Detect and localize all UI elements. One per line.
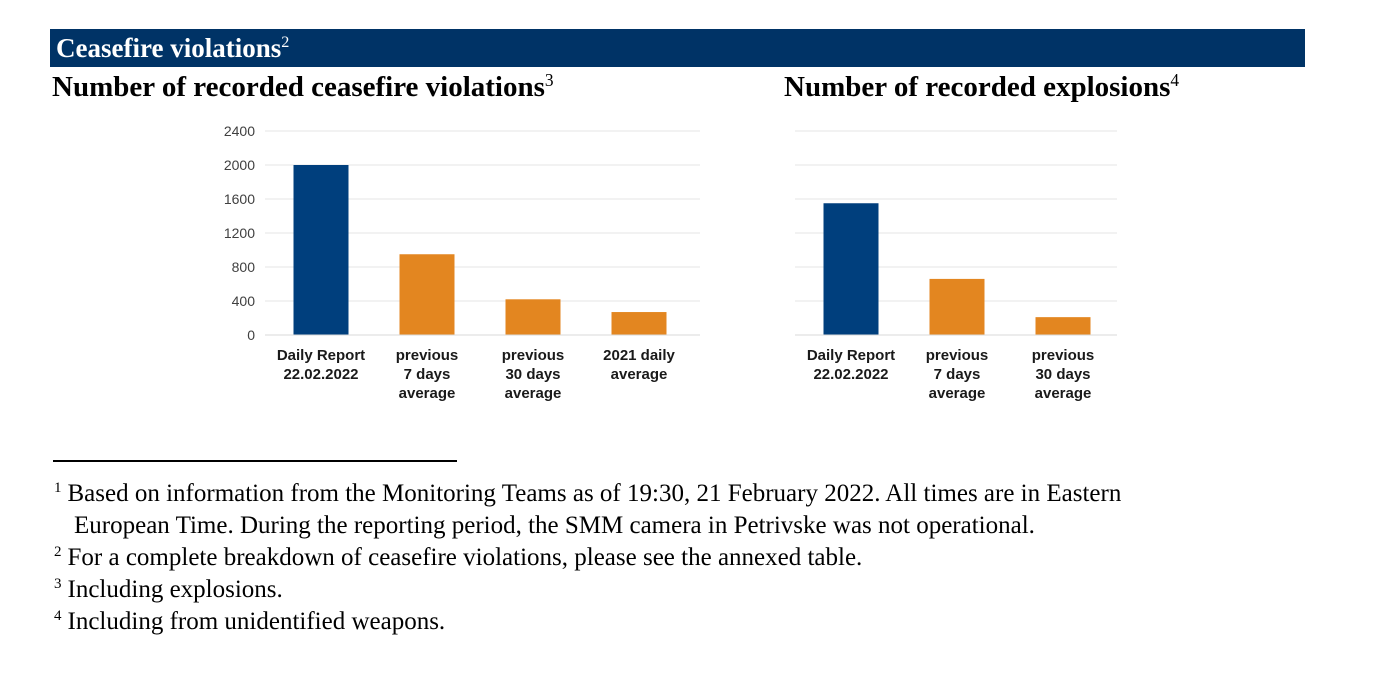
section-title-footnote-ref: 2 bbox=[281, 33, 290, 51]
chart-2-category-label-3: previous 30 days average bbox=[1032, 347, 1095, 402]
chart-1-footnote-ref: 3 bbox=[544, 70, 554, 90]
footnote-1-text-line-2: European Time. During the reporting peri… bbox=[74, 512, 1035, 539]
footnote-3-number: 3 bbox=[54, 576, 62, 592]
footnote-1-number: 1 bbox=[54, 480, 62, 496]
chart-2-bar-3 bbox=[1035, 317, 1091, 335]
chart-1-category-label-1: Daily Report 22.02.2022 bbox=[277, 347, 365, 383]
chart-1-bar-3 bbox=[505, 299, 561, 335]
footnote-4-number: 4 bbox=[54, 608, 62, 624]
chart-1-ytick-label-4: 1600 bbox=[224, 191, 255, 207]
chart-2-bar-1 bbox=[823, 203, 879, 335]
chart-1-category-label-3: previous 30 days average bbox=[502, 347, 565, 402]
footnote-1: 1 Based on information from the Monitorin… bbox=[54, 478, 1324, 542]
footnote-2-text: For a complete breakdown of ceasefire vi… bbox=[67, 544, 863, 571]
section-banner: Ceasefire violations2 bbox=[50, 29, 1305, 67]
chart-2-subtitle: Number of recorded explosions4 bbox=[784, 70, 1179, 104]
chart-1-bar-4 bbox=[611, 312, 667, 335]
chart-1-ytick-label-5: 2000 bbox=[224, 157, 255, 173]
chart-1-bar-1 bbox=[293, 165, 349, 335]
footnote-separator bbox=[53, 460, 457, 462]
footnote-4: 4 Including from unidentified weapons. bbox=[54, 606, 1324, 638]
chart-1-bar-2 bbox=[399, 254, 455, 335]
chart-2-subtitle-text: Number of recorded explosions bbox=[784, 71, 1171, 103]
chart-2-category-label-2: previous 7 days average bbox=[926, 347, 989, 402]
footnotes: 1 Based on information from the Monitorin… bbox=[54, 478, 1324, 638]
footnote-2: 2 For a complete breakdown of ceasefire v… bbox=[54, 542, 1324, 574]
chart-2-footnote-ref: 4 bbox=[1170, 70, 1180, 90]
footnote-3: 3 Including explosions. bbox=[54, 574, 1324, 606]
bar-charts: 0 400 800 1200 1600 2000 2400 Daily Report 22.02… bbox=[224, 123, 1117, 402]
chart-2-bar-2 bbox=[929, 278, 985, 335]
section-title: Ceasefire violations bbox=[56, 33, 282, 63]
chart-1-category-label-2: previous 7 days average bbox=[396, 347, 459, 402]
chart-1-subtitle-text: Number of recorded ceasefire violations bbox=[52, 71, 545, 103]
chart-1-category-label-4: 2021 daily average bbox=[603, 347, 675, 383]
footnote-1-text-line-1: Based on information from the Monitoring… bbox=[67, 480, 1122, 507]
footnote-4-text: Including from unidentified weapons. bbox=[67, 608, 446, 635]
chart-1-subtitle: Number of recorded ceasefire violations3 bbox=[52, 70, 554, 104]
chart-2-category-label-1: Daily Report 22.02.2022 bbox=[807, 347, 895, 383]
chart-1-ytick-label-2: 800 bbox=[232, 259, 256, 275]
chart-1-ytick-label-3: 1200 bbox=[224, 225, 255, 241]
footnote-3-text: Including explosions. bbox=[67, 576, 283, 603]
footnote-2-number: 2 bbox=[54, 544, 62, 560]
chart-1-ytick-label-1: 400 bbox=[232, 293, 256, 309]
chart-1-ytick-label-0: 0 bbox=[247, 327, 255, 343]
chart-1-ytick-label-6: 2400 bbox=[224, 123, 255, 139]
